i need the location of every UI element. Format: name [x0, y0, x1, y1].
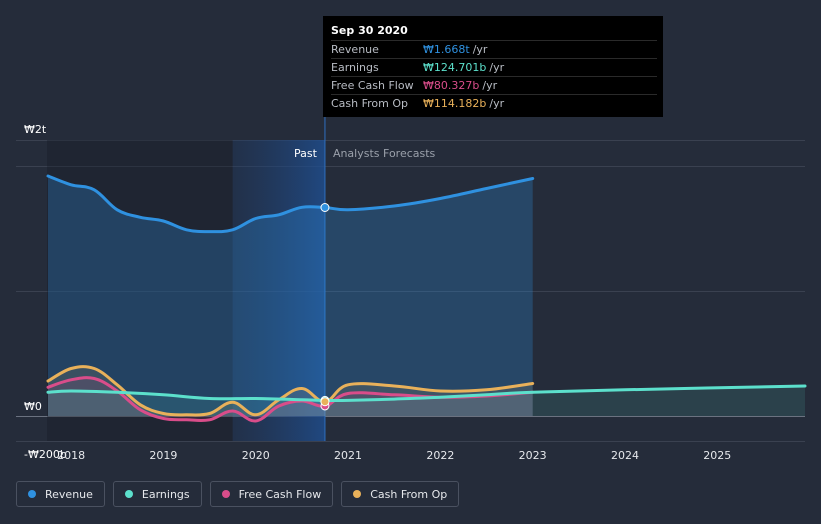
- area-earnings: [48, 386, 805, 416]
- y-tick-label: ₩2t: [24, 123, 47, 136]
- line-earnings: [46, 384, 807, 403]
- legend-label: Revenue: [45, 487, 93, 501]
- x-tick-label: 2024: [611, 449, 639, 462]
- x-tick-label: 2018: [57, 449, 85, 462]
- legend-dot-icon: [353, 490, 362, 498]
- tooltip: Sep 30 2020 Revenue ₩1.668t /yr Earnings…: [323, 16, 663, 117]
- forecast-label: Analysts Forecasts: [333, 147, 436, 160]
- line-cash-from-op: [46, 365, 535, 417]
- tooltip-unit: /yr: [482, 79, 498, 92]
- x-tick-label: 2021: [334, 449, 362, 462]
- area-free-cash-flow: [48, 377, 533, 422]
- tooltip-label: Revenue: [331, 43, 379, 56]
- legend-dot-icon: [28, 490, 36, 498]
- area-cash-from-op: [48, 366, 533, 416]
- gridlines: [16, 140, 805, 442]
- x-tick-label: 2023: [519, 449, 547, 462]
- legend-item-free-cash-flow[interactable]: Free Cash Flow: [209, 481, 334, 507]
- line-revenue: [46, 174, 535, 234]
- legend: Revenue Earnings Free Cash Flow Cash Fro…: [16, 481, 460, 507]
- tooltip-value: ₩80.327b: [423, 79, 480, 92]
- tooltip-unit: /yr: [489, 61, 505, 74]
- tooltip-value: ₩124.701b: [423, 61, 487, 74]
- x-tick-label: 2022: [426, 449, 454, 462]
- tooltip-unit: /yr: [472, 43, 488, 56]
- tooltip-label: Earnings: [331, 61, 379, 74]
- legend-dot-icon: [124, 490, 133, 498]
- area-revenue: [48, 176, 533, 416]
- tooltip-row-revenue: Revenue ₩1.668t /yr: [331, 40, 657, 58]
- tooltip-value: ₩1.668t: [423, 43, 470, 56]
- hover-markers: [320, 203, 330, 411]
- past-label: Past: [294, 147, 318, 160]
- tooltip-label: Free Cash Flow: [331, 79, 414, 92]
- region-shading: [47, 117, 326, 441]
- tooltip-row-free-cash-flow: Free Cash Flow ₩80.327b /yr: [331, 76, 657, 94]
- x-tick-label: 2025: [703, 449, 731, 462]
- y-tick-label: ₩0: [24, 400, 42, 413]
- marker-revenue: [320, 203, 330, 212]
- tooltip-date: Sep 30 2020: [331, 24, 408, 37]
- legend-dot-icon: [221, 490, 230, 498]
- series-areas: [48, 176, 805, 422]
- tooltip-value: ₩114.182b: [423, 97, 487, 110]
- tooltip-label: Cash From Op: [331, 97, 409, 110]
- legend-item-revenue[interactable]: Revenue: [16, 481, 105, 507]
- y-tick-label: -₩200b: [24, 448, 67, 461]
- tooltip-row-cash-from-op: Cash From Op ₩114.182b /yr: [331, 94, 657, 112]
- x-tick-label: 2019: [149, 449, 177, 462]
- legend-label: Cash From Op: [370, 487, 448, 501]
- tooltip-unit: /yr: [489, 97, 505, 110]
- series-lines: [46, 174, 807, 423]
- x-tick-label: 2020: [242, 449, 270, 462]
- legend-label: Free Cash Flow: [238, 487, 322, 501]
- line-free-cash-flow: [46, 376, 535, 423]
- legend-item-earnings[interactable]: Earnings: [112, 481, 202, 507]
- marker-cash-from-op: [320, 397, 330, 407]
- legend-item-cash-from-op[interactable]: Cash From Op: [341, 481, 460, 507]
- legend-label: Earnings: [141, 487, 190, 501]
- tooltip-row-earnings: Earnings ₩124.701b /yr: [331, 58, 657, 76]
